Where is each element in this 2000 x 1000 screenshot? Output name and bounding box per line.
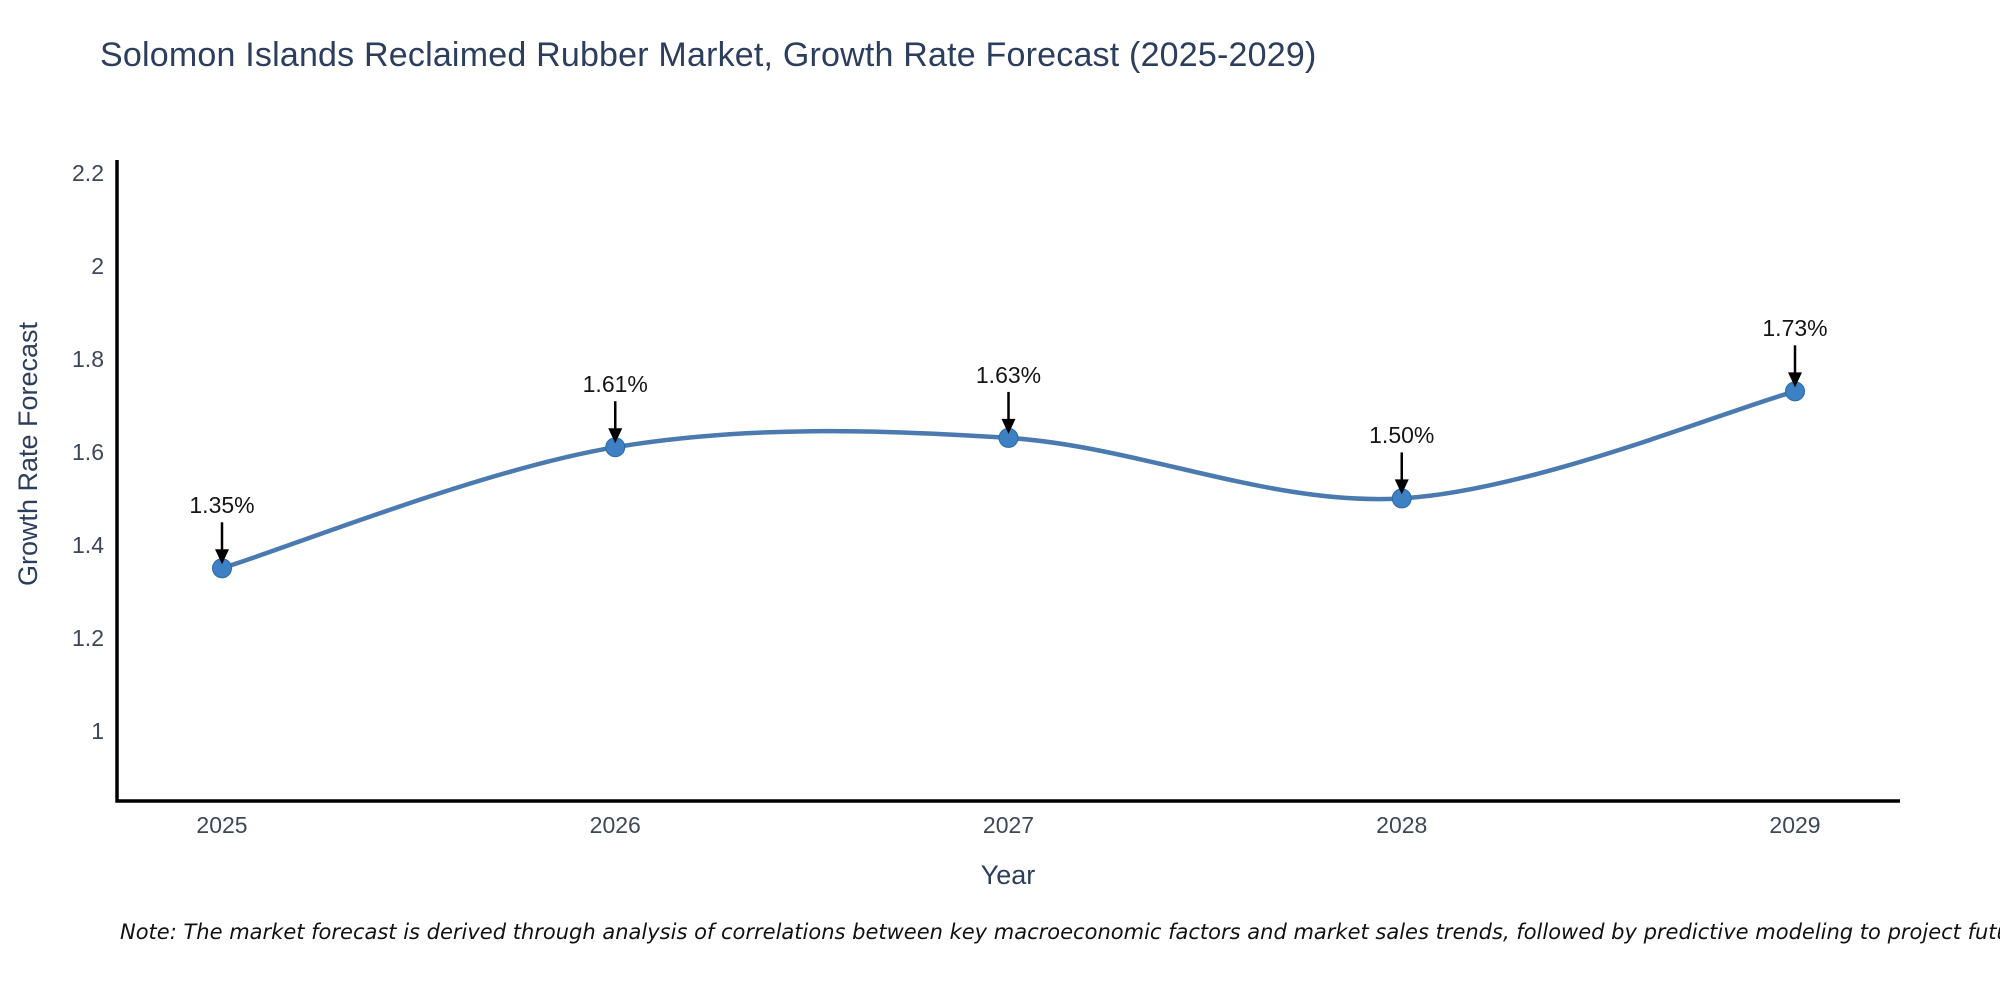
y-tick-label: 1	[91, 718, 104, 745]
axis-lines	[115, 160, 1900, 803]
annotation-arrow-head	[1001, 418, 1016, 434]
annotation-arrow-head	[1394, 479, 1409, 495]
point-value-label: 1.50%	[1369, 422, 1435, 449]
y-tick-label: 1.4	[72, 531, 104, 558]
chart-title: Solomon Islands Reclaimed Rubber Market,…	[100, 36, 1317, 74]
x-axis-title: Year	[980, 860, 1036, 890]
annotation-arrows	[215, 345, 1802, 565]
point-value-label: 1.35%	[189, 492, 255, 519]
y-tick-label: 2.2	[72, 159, 104, 186]
point-value-label: 1.63%	[975, 361, 1042, 388]
x-tick-label: 2025	[196, 812, 248, 838]
y-tick-label: 1.6	[72, 438, 104, 465]
footnote: Note: The market forecast is derived thr…	[120, 920, 2000, 944]
annotation-arrow-head	[1788, 372, 1802, 388]
x-tick-label: 2026	[589, 812, 641, 838]
x-tick-label: 2028	[1376, 812, 1428, 838]
annotation-arrow-head	[215, 549, 229, 565]
point-value-label: 1.61%	[582, 371, 648, 398]
annotation-arrow-head	[608, 428, 623, 444]
y-tick-label: 1.2	[72, 625, 104, 652]
x-tick-label: 2029	[1769, 812, 1821, 838]
y-tick-label: 1.8	[72, 345, 104, 372]
y-tick-label: 2	[91, 252, 104, 279]
x-tick-label: 2027	[982, 812, 1035, 838]
point-value-label: 1.73%	[1762, 315, 1828, 342]
